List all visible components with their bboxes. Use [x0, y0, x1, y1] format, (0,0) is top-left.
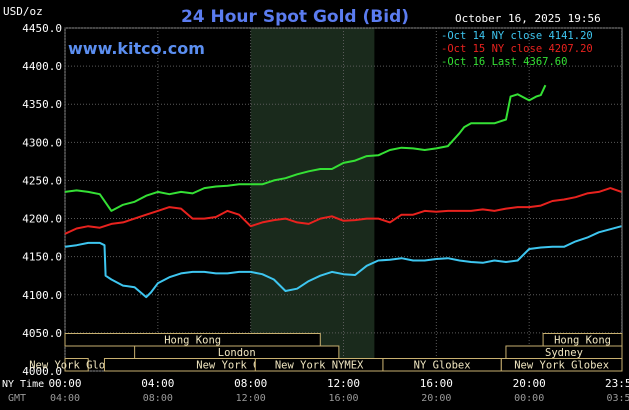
x-tick-label-nytime: 00:00 [48, 377, 81, 390]
y-tick-label: 4450.0 [22, 22, 62, 35]
series-line-3 [64, 84, 547, 212]
shaded-session-region [250, 28, 375, 371]
timestamp: October 16, 2025 19:56 [455, 12, 601, 25]
x-tick-label-gmt: 00:00 [514, 393, 544, 404]
session-label: Hong Kong [164, 335, 221, 347]
session-bar [64, 358, 89, 372]
x-tick-label-gmt: 08:00 [143, 393, 173, 404]
legend-entry: -Oct 16 Last 4367.60 [441, 56, 567, 68]
x-tick-label-nytime: 08:00 [234, 377, 267, 390]
y-tick-label: 4350.0 [22, 98, 62, 111]
session-label: New York Globex [29, 360, 124, 372]
y-tick-label: 4400.0 [22, 60, 62, 73]
x-tick-label-gmt: 04:00 [50, 393, 80, 404]
x-tick-label-nytime: 23:59 [605, 377, 629, 390]
y-tick-label: 4150.0 [22, 251, 62, 264]
session-label: London [218, 347, 256, 359]
y-tick-label: 4250.0 [22, 174, 62, 187]
x-tick-label-nytime: 12:00 [327, 377, 360, 390]
row-label-nytime: NY Time [2, 379, 44, 390]
x-tick-label-nytime: 04:00 [141, 377, 174, 390]
legend-entry: -Oct 15 NY close 4207.20 [441, 43, 593, 55]
legend-entry: -Oct 14 NY close 4141.20 [441, 30, 593, 42]
y-tick-label: 4000.0 [22, 365, 62, 378]
y-tick-label: 4200.0 [22, 213, 62, 226]
x-tick-label-nytime: 20:00 [513, 377, 546, 390]
row-label-gmt: GMT [8, 393, 26, 404]
y-tick-label: 4300.0 [22, 136, 62, 149]
x-tick-label-nytime: 16:00 [420, 377, 453, 390]
y-tick-label: 4100.0 [22, 289, 62, 302]
session-label: New York NYMEX [275, 360, 364, 372]
session-label: Sydney [545, 347, 583, 359]
x-tick-label-gmt: 12:00 [236, 393, 266, 404]
y-axis-label: USD/oz [3, 5, 43, 18]
y-tick-label: 4050.0 [22, 327, 62, 340]
session-label: Hong Kong [554, 335, 611, 347]
session-label: NY Globex [414, 360, 471, 372]
series-line-1 [64, 225, 622, 299]
website-label: www.kitco.com [68, 39, 205, 58]
x-tick-label-gmt: 20:00 [421, 393, 451, 404]
session-label: New York Globex [514, 360, 609, 372]
session-bar [500, 358, 623, 372]
chart-title: 24 Hour Spot Gold (Bid) [181, 7, 409, 27]
x-tick-label-gmt: 16:00 [328, 393, 358, 404]
x-tick-label-gmt: 03:59 [606, 393, 629, 404]
series-line-2 [64, 187, 622, 235]
